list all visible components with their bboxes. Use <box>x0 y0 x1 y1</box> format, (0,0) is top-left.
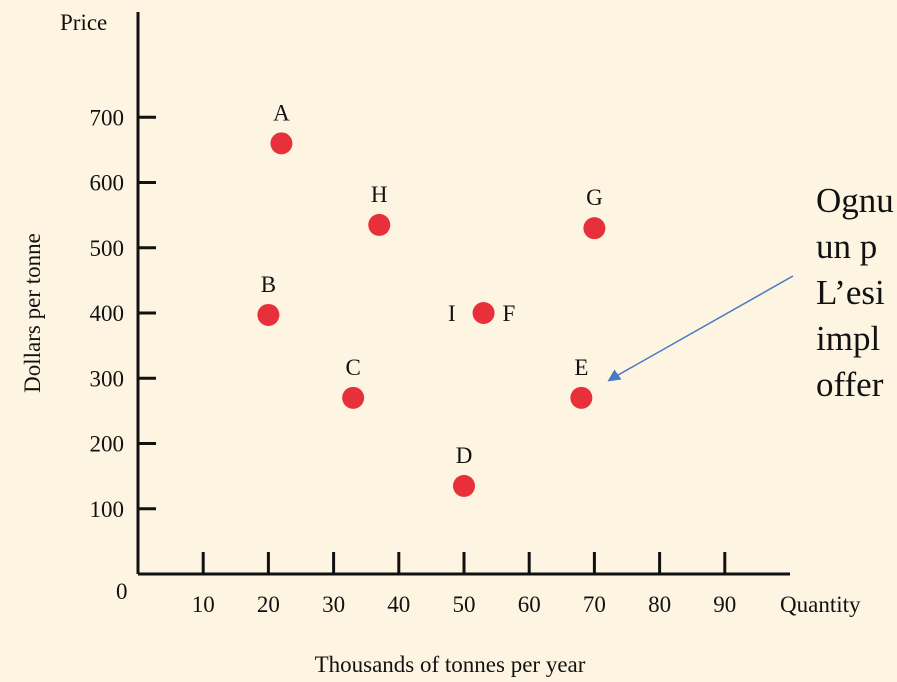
data-point-b <box>257 303 280 326</box>
point-label: B <box>261 272 276 297</box>
annotation-line: L’esi <box>816 273 885 312</box>
data-point-e <box>570 386 593 409</box>
y-axis-end-label: Price <box>60 10 107 35</box>
ticks: 100 200 300 400 500 600 700 10 20 30 40 50 60 70 80 90 <box>90 105 737 617</box>
x-tick-label: 90 <box>713 592 736 617</box>
arrow-head <box>607 369 622 382</box>
y-tick-label: 300 <box>90 366 125 391</box>
arrow-line <box>615 275 794 378</box>
x-tick-label: 80 <box>648 592 671 617</box>
annotation-line: Ognu <box>816 181 894 220</box>
point-label: H <box>371 182 388 207</box>
y-tick-label: 700 <box>90 105 125 130</box>
point-label: C <box>345 355 360 380</box>
data-points: A H G B F C E D I <box>257 100 606 497</box>
data-point-h <box>368 213 391 236</box>
annotation-text: Ognu un p L’esi impl offer <box>816 178 897 408</box>
data-point-c <box>342 386 365 409</box>
extra-label: I <box>448 301 456 326</box>
point-label: A <box>273 100 290 125</box>
annotation-line: impl <box>816 319 881 358</box>
x-tick-label: 30 <box>322 592 345 617</box>
axes: Price Quantity 0 Thousands of tonnes per ye… <box>20 10 861 677</box>
x-tick-label: 10 <box>192 592 215 617</box>
x-tick-label: 50 <box>453 592 476 617</box>
y-axis-title: Dollars per tonne <box>20 233 45 393</box>
data-point-a <box>270 132 293 155</box>
y-tick-label: 200 <box>90 432 125 457</box>
x-tick-label: 70 <box>583 592 606 617</box>
y-tick-label: 100 <box>90 497 125 522</box>
x-tick-label: 40 <box>387 592 410 617</box>
x-tick-label: 60 <box>518 592 541 617</box>
x-axis-end-label: Quantity <box>780 592 861 617</box>
point-label: G <box>586 185 603 210</box>
y-tick-label: 500 <box>90 236 125 261</box>
data-point-d <box>453 474 475 497</box>
point-label: E <box>574 355 588 380</box>
origin-label: 0 <box>116 579 128 604</box>
x-axis-title: Thousands of tonnes per year <box>315 652 586 677</box>
data-point-f <box>472 302 495 324</box>
y-tick-label: 400 <box>90 301 125 326</box>
annotation-line: un p <box>816 227 878 266</box>
point-label: F <box>503 301 516 326</box>
point-label: D <box>456 443 473 468</box>
x-tick-label: 20 <box>257 592 280 617</box>
annotation-arrow <box>607 275 794 382</box>
data-point-g <box>583 217 606 240</box>
annotation-line: offer <box>816 365 884 404</box>
y-tick-label: 600 <box>90 171 125 196</box>
